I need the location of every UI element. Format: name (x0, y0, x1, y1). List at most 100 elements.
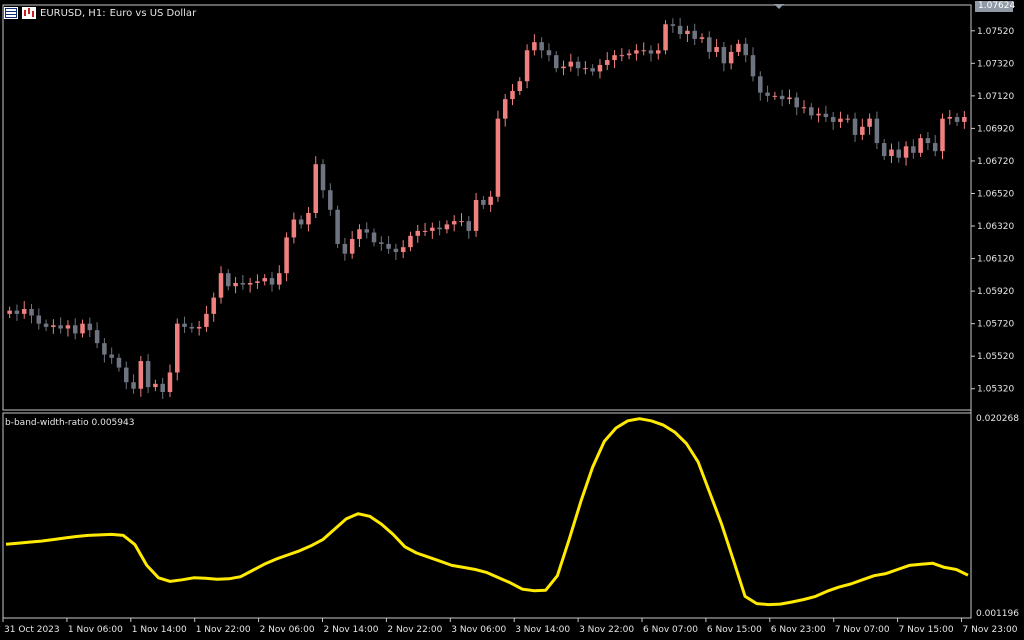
candle-bear (269, 278, 275, 285)
candle-bear (896, 149, 902, 158)
candle-bear (925, 138, 931, 144)
price-axis-label: 1.06720 (977, 157, 1014, 167)
time-axis-label: 2 Nov 06:00 (260, 625, 315, 635)
candle-bull (728, 51, 734, 64)
indicator-label: b-band-width-ratio 0.005943 (5, 418, 135, 428)
candle-bear (14, 310, 20, 314)
candle-bull (597, 64, 603, 72)
candle-bear (911, 146, 916, 153)
current-price-tag: 1.07624 (975, 1, 1015, 12)
price-axis-label: 1.07520 (977, 27, 1014, 37)
candle-bull (51, 325, 56, 327)
candle-bear (298, 219, 304, 225)
candle-bull (138, 361, 144, 389)
candle-bull (619, 55, 625, 57)
candle-bull (838, 118, 843, 122)
candle-bear (794, 97, 799, 108)
candle-bull (262, 278, 267, 282)
price-axis-label: 1.05520 (977, 352, 1014, 362)
symbol-description: Euro vs US Dollar (109, 7, 197, 19)
candle-bear (342, 243, 348, 254)
indicator-axis-max: 0.020268 (976, 414, 1019, 424)
candle-bull (561, 66, 566, 69)
candle-bear (36, 315, 42, 324)
candle-bear (145, 361, 151, 388)
candle-bear (160, 383, 165, 392)
shift-marker-icon[interactable] (774, 4, 784, 9)
time-axis-label: 1 Nov 14:00 (132, 625, 187, 635)
candle-bear (123, 367, 129, 383)
candle-bull (488, 196, 493, 205)
time-axis-label: 31 Oct 2023 (4, 625, 60, 635)
candle-bull (430, 227, 435, 231)
candle-bull (524, 50, 530, 82)
candle-bull (7, 310, 12, 314)
candle-bear (954, 117, 960, 122)
candle-bear (29, 309, 34, 316)
candle-bull (517, 81, 523, 91)
candle-bear (72, 325, 78, 334)
candle-bear (182, 323, 187, 327)
candle-bull (787, 97, 792, 100)
candle-bull (196, 326, 202, 329)
time-axis-label: 3 Nov 06:00 (451, 625, 506, 635)
candle-bull (663, 24, 668, 51)
candle-bear (874, 118, 880, 144)
candle-bull (568, 61, 574, 67)
chart-header: EURUSD, H1: Euro vs US Dollar (4, 4, 196, 22)
candle-bull (699, 37, 705, 39)
bar-chart-icon[interactable] (22, 7, 36, 19)
candle-bear (58, 325, 63, 329)
candle-bull (495, 118, 501, 197)
candle-bull (714, 47, 719, 52)
candle-bull (947, 117, 953, 119)
candle-bear (539, 42, 544, 51)
candle-bull (772, 95, 778, 97)
candle-bull (80, 323, 85, 334)
candle-bull (255, 281, 260, 283)
candle-bull (444, 224, 450, 230)
candle-bull (816, 113, 821, 116)
candle-bull (604, 60, 610, 65)
candle-bear (758, 76, 763, 93)
candle-bear (750, 55, 756, 77)
indicator-pane-border (2, 412, 972, 619)
candle-bull (962, 117, 967, 122)
candle-bear (881, 143, 887, 157)
candle-bear (393, 248, 399, 253)
candlestick-series (7, 17, 967, 399)
price-axis-label: 1.06120 (977, 255, 1014, 265)
symbol-label: EURUSD, H1: (40, 7, 106, 19)
time-axis-label: 6 Nov 15:00 (707, 625, 762, 635)
euro-us-flag-icon (4, 7, 18, 19)
time-axis-label: 6 Nov 23:00 (771, 625, 826, 635)
candle-bull (204, 313, 209, 327)
price-axis-label: 1.06320 (977, 222, 1014, 232)
candle-bear (481, 199, 486, 205)
indicator-line (5, 417, 969, 607)
candle-bear (328, 190, 333, 210)
candle-bull (626, 53, 632, 56)
candle-bull (860, 126, 865, 135)
price-axis: 1.07520 1.07320 1.07120 1.06920 1.06720 1.065… (971, 27, 1014, 395)
candle-bull (218, 273, 224, 298)
candle-bear (371, 232, 377, 243)
time-axis-label: 1 Nov 22:00 (196, 625, 251, 635)
candle-bull (357, 229, 362, 240)
time-axis-label: 2 Nov 14:00 (324, 625, 379, 635)
candle-bear (189, 326, 195, 329)
price-axis-label: 1.05920 (977, 287, 1014, 297)
candle-bull (918, 138, 923, 153)
candle-bull (903, 146, 909, 158)
candle-bull (313, 164, 318, 214)
candle-bear (590, 68, 595, 72)
candle-bear (670, 24, 676, 26)
candle-bull (422, 230, 428, 232)
candle-bull (459, 221, 464, 223)
candle-bull (167, 372, 173, 392)
time-axis: 31 Oct 2023 1 Nov 06:00 1 Nov 14:00 1 Nov 2… (2, 618, 1018, 635)
candle-bull (889, 149, 894, 157)
candle-bear (94, 330, 100, 344)
candle-bear (677, 25, 683, 35)
